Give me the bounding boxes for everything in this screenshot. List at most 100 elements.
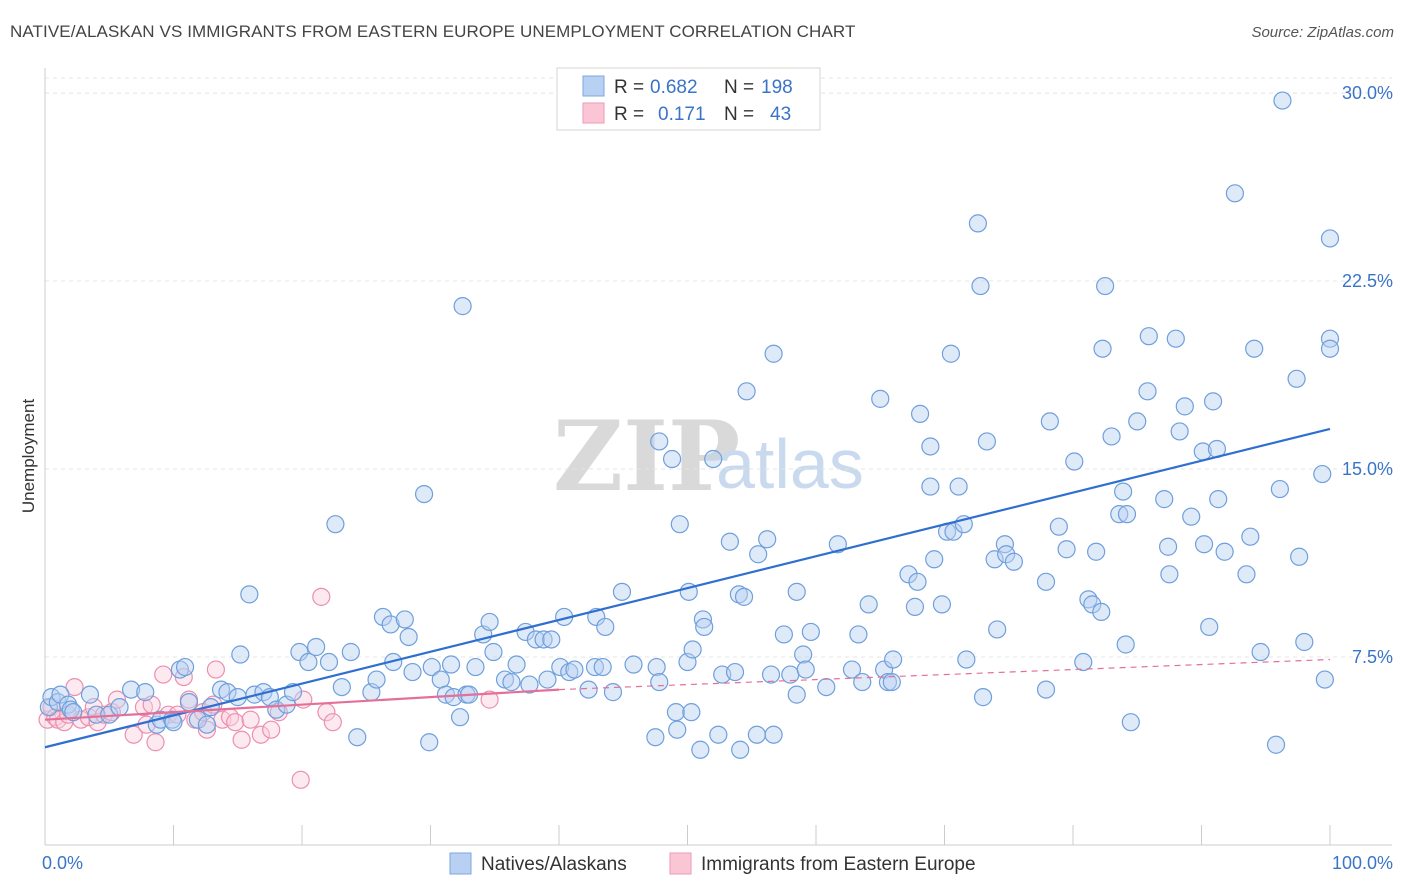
natives-point	[1241, 527, 1260, 546]
natives-point	[646, 728, 665, 747]
natives-point	[565, 660, 584, 679]
watermark-atlas: atlas	[716, 425, 864, 503]
stats-legend-r-value-1: 0.682	[650, 77, 698, 98]
natives-point	[1114, 482, 1133, 501]
natives-point	[164, 713, 183, 732]
stats-legend-n-label-1: N =	[724, 77, 754, 98]
watermark-zip: ZIP	[553, 400, 740, 513]
natives-point	[1155, 490, 1174, 509]
gridlines	[45, 77, 1392, 658]
y-tick-label: 22.5%	[1342, 271, 1393, 291]
natives-point	[367, 670, 386, 689]
natives-point	[853, 672, 872, 692]
immigrants-point	[154, 665, 173, 684]
natives-point	[971, 276, 990, 296]
natives-point	[290, 642, 309, 662]
natives-point	[883, 650, 903, 669]
natives-point	[197, 715, 217, 734]
natives-point	[693, 610, 713, 629]
legend-swatch-immigrants	[669, 852, 692, 875]
natives-point	[666, 703, 686, 722]
natives-point	[170, 660, 190, 679]
immigrants-point	[480, 690, 499, 709]
natives-point	[624, 655, 643, 674]
natives-point	[579, 680, 598, 699]
natives-point	[1093, 339, 1112, 358]
natives-point	[1295, 632, 1314, 652]
natives-point	[1200, 617, 1219, 637]
natives-point	[507, 655, 526, 674]
natives-point	[650, 432, 669, 451]
natives-point	[1049, 517, 1068, 536]
natives-point	[977, 432, 997, 451]
stats-legend-r-value-2: 0.171	[658, 104, 706, 125]
natives-point	[1036, 680, 1056, 699]
immigrants-point	[232, 730, 251, 749]
natives-point	[64, 703, 83, 722]
natives-point	[399, 627, 418, 647]
natives-point	[1170, 422, 1189, 441]
natives-point	[1225, 184, 1245, 203]
trendlines	[44, 427, 1331, 749]
natives-point	[650, 672, 669, 692]
natives-point	[787, 685, 806, 704]
x-ticks	[44, 825, 1331, 845]
natives-point	[319, 652, 339, 672]
natives-point	[973, 688, 993, 707]
stats-legend-n-value-1: 198	[761, 77, 793, 98]
natives-point	[1290, 547, 1309, 566]
natives-point	[1270, 479, 1289, 499]
natives-point	[828, 535, 847, 554]
natives-point	[764, 344, 783, 363]
immigrants-point	[262, 720, 281, 739]
natives-point	[1116, 635, 1135, 654]
natives-point	[1182, 507, 1201, 526]
natives-point	[997, 545, 1016, 564]
natives-point	[110, 698, 129, 717]
immigrants-points	[38, 587, 499, 789]
immigrants-point	[226, 713, 245, 732]
immigrants-point	[269, 703, 288, 722]
stats-legend: R = 0.682 N = 198 R = 0.171 N = 43	[556, 67, 821, 131]
natives-point	[1121, 713, 1140, 732]
immigrants-point	[197, 720, 217, 739]
natives-point	[941, 344, 961, 363]
natives-point	[414, 484, 434, 504]
natives-point	[1209, 490, 1228, 509]
immigrants-point	[291, 770, 310, 789]
natives-point	[585, 657, 605, 677]
natives-point	[878, 672, 898, 692]
natives-point	[538, 670, 557, 689]
y-tick-label: 7.5%	[1352, 647, 1393, 667]
natives-point	[51, 685, 70, 704]
stats-legend-swatch-natives	[582, 75, 605, 97]
axes	[44, 68, 1392, 846]
natives-point	[1237, 565, 1256, 584]
immigrants-point	[323, 713, 342, 732]
natives-point	[720, 532, 740, 551]
natives-point	[1320, 329, 1340, 348]
natives-point	[526, 630, 545, 649]
stats-legend-n-value-2: 43	[770, 104, 791, 125]
natives-point	[921, 477, 940, 496]
y-tick-label: 15.0%	[1342, 459, 1393, 479]
chart-title: NATIVE/ALASKAN VS IMMIGRANTS FROM EASTER…	[10, 22, 856, 41]
immigrants-trendline	[44, 688, 560, 721]
stats-legend-n-label-2: N =	[724, 104, 754, 125]
natives-points	[39, 91, 1340, 759]
natives-point	[1040, 412, 1059, 431]
natives-point	[910, 404, 930, 423]
natives-point	[704, 449, 723, 469]
natives-point	[749, 545, 768, 564]
immigrants-trendline-extension	[558, 658, 1331, 691]
natives-point	[1110, 505, 1129, 524]
natives-point	[796, 660, 815, 679]
natives-point	[441, 655, 461, 674]
natives-point	[502, 672, 521, 692]
natives-point	[758, 530, 777, 549]
natives-point	[1287, 369, 1306, 388]
natives-point	[1096, 276, 1115, 296]
natives-point	[218, 683, 237, 702]
natives-point	[420, 733, 439, 752]
